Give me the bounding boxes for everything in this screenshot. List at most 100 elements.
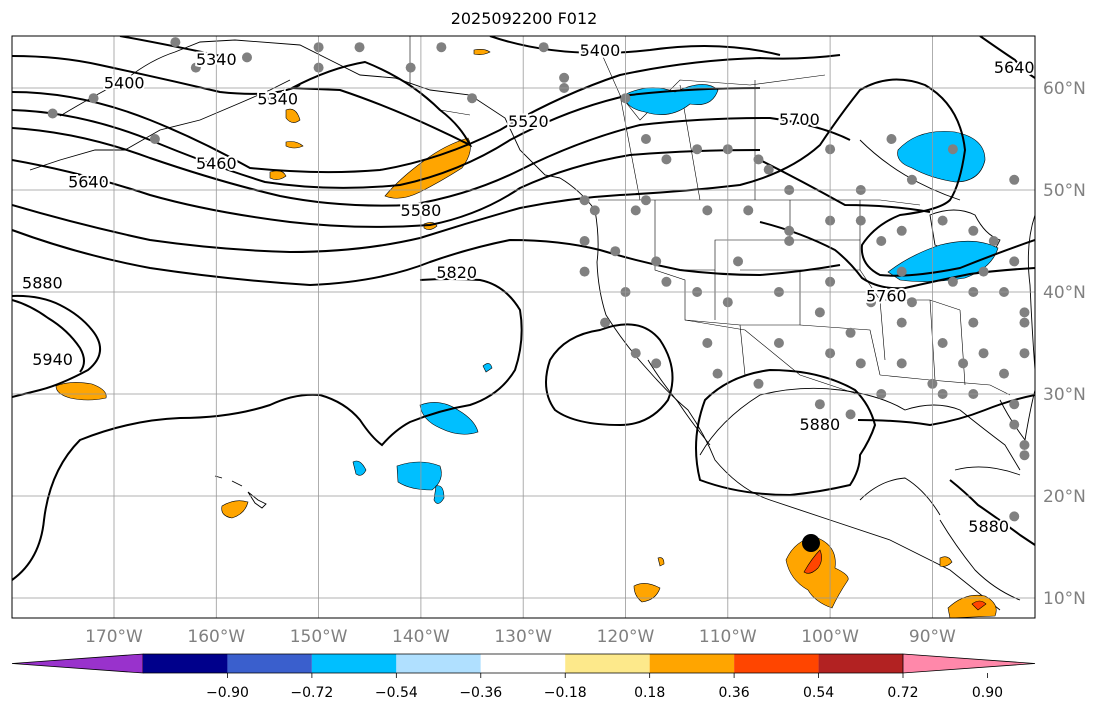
longitude-labels: 170°W 160°W 150°W 140°W 130°W 120°W 110°W 100°W… [85, 627, 956, 647]
contour-5880-east [12, 278, 523, 581]
station-dot [600, 317, 611, 328]
station-markers [47, 37, 1030, 522]
contour-label: 5340 [257, 90, 298, 109]
station-dot [1019, 440, 1030, 450]
florida [999, 389, 1035, 442]
yucatan [859, 477, 941, 516]
station-dot [937, 338, 948, 348]
contour-5880-west [12, 294, 101, 398]
shade-blue-pacific-1 [419, 402, 479, 435]
gridlines [12, 36, 1035, 618]
station-dot [149, 134, 160, 144]
contour-label: 5640 [994, 58, 1035, 77]
lon-tick-label: 150°W [290, 627, 348, 647]
map-frame [11, 35, 1036, 619]
shade-orange-small-6 [633, 583, 661, 603]
lon-tick-label: 170°W [85, 627, 143, 647]
contour-5640-ne [979, 36, 1035, 79]
contour-label: 5880 [968, 517, 1009, 536]
station-dot [170, 37, 181, 48]
contour-5460 [12, 54, 841, 174]
station-dot [661, 276, 672, 287]
station-dot [855, 358, 866, 369]
station-dot [978, 348, 989, 359]
storm-marker [802, 534, 820, 552]
station-dot [896, 266, 907, 277]
shade-blue-hudson [897, 131, 986, 183]
contour-label: 5640 [68, 172, 109, 191]
station-dot [886, 134, 897, 144]
colorbar-outline [143, 653, 903, 674]
station-dot [999, 368, 1010, 379]
station-dot [968, 317, 979, 328]
contour-5400-a [12, 55, 301, 95]
station-dot [262, 93, 273, 104]
colorbar-tick-label: −0.72 [290, 685, 333, 701]
shade-blue-pacific-5 [482, 363, 493, 373]
station-dot [906, 297, 917, 308]
cuba [954, 466, 1021, 476]
lon-tick-label: 120°W [597, 627, 655, 647]
station-dot [559, 72, 570, 83]
contour-labels: 5340 5400 5400 5340 5460 5640 5580 5520 5700 5820… [20, 39, 1035, 538]
colorbar-segment [734, 654, 819, 673]
height-contours [12, 36, 1035, 581]
colorbar-tick-label: −0.54 [375, 685, 418, 701]
station-dot [947, 276, 958, 287]
colorbar-tick-label: 0.90 [972, 685, 1003, 701]
shade-orange-small-2 [285, 108, 301, 123]
colorbar-tick-label: 0.36 [719, 685, 750, 701]
lat-tick-label: 20°N [1043, 487, 1086, 507]
station-dot [1009, 511, 1020, 522]
station-dot [784, 225, 795, 236]
station-dot [968, 225, 979, 236]
colorbar-segment [818, 654, 903, 673]
station-dot [1019, 450, 1030, 461]
station-dot [579, 236, 590, 246]
contour-5760 [759, 221, 1035, 290]
lat-tick-label: 30°N [1043, 385, 1086, 405]
colorbar-segment [396, 654, 481, 673]
station-dot [630, 205, 641, 216]
shade-red-caribbean [971, 600, 987, 611]
station-dot [1019, 317, 1030, 328]
contour-5820 [12, 229, 841, 287]
lat-tick-label: 40°N [1043, 283, 1086, 303]
station-dot [47, 108, 58, 119]
station-dot [579, 266, 590, 277]
east-coast [1027, 214, 1035, 371]
lon-tick-label: 130°W [494, 627, 552, 647]
station-dot [651, 358, 662, 369]
shade-blue-pacific-3 [352, 460, 367, 476]
station-dot [241, 52, 252, 63]
central-america [939, 519, 1021, 601]
station-dot [1009, 256, 1020, 267]
station-dot [753, 378, 764, 389]
lon-tick-label: 140°W [392, 627, 450, 647]
station-dot [784, 236, 795, 246]
lat-tick-label: 60°N [1043, 79, 1086, 99]
shade-orange-west-pacific [55, 382, 107, 401]
station-dot [866, 297, 877, 308]
contour-5580 [12, 116, 851, 207]
contour-label: 5820 [436, 263, 477, 282]
shade-orange-small-7 [657, 557, 665, 567]
contour-label: 5400 [580, 41, 621, 60]
station-dot [88, 93, 99, 104]
shade-red-east-pacific [803, 549, 822, 574]
colorbar-extend-low [11, 653, 144, 674]
station-dot [753, 154, 764, 165]
contour-5880-se [949, 479, 1035, 546]
station-dot [712, 368, 723, 379]
colorbar-tick-label: 0.54 [803, 685, 834, 701]
station-dot [947, 144, 958, 155]
station-dot [1019, 307, 1030, 318]
station-dot [702, 338, 713, 348]
station-dot [1009, 399, 1020, 410]
station-dot [896, 358, 907, 369]
station-dot [845, 327, 856, 338]
shade-orange-small-1 [473, 49, 491, 55]
colorbar-segment [311, 654, 397, 673]
station-dot [763, 164, 774, 175]
